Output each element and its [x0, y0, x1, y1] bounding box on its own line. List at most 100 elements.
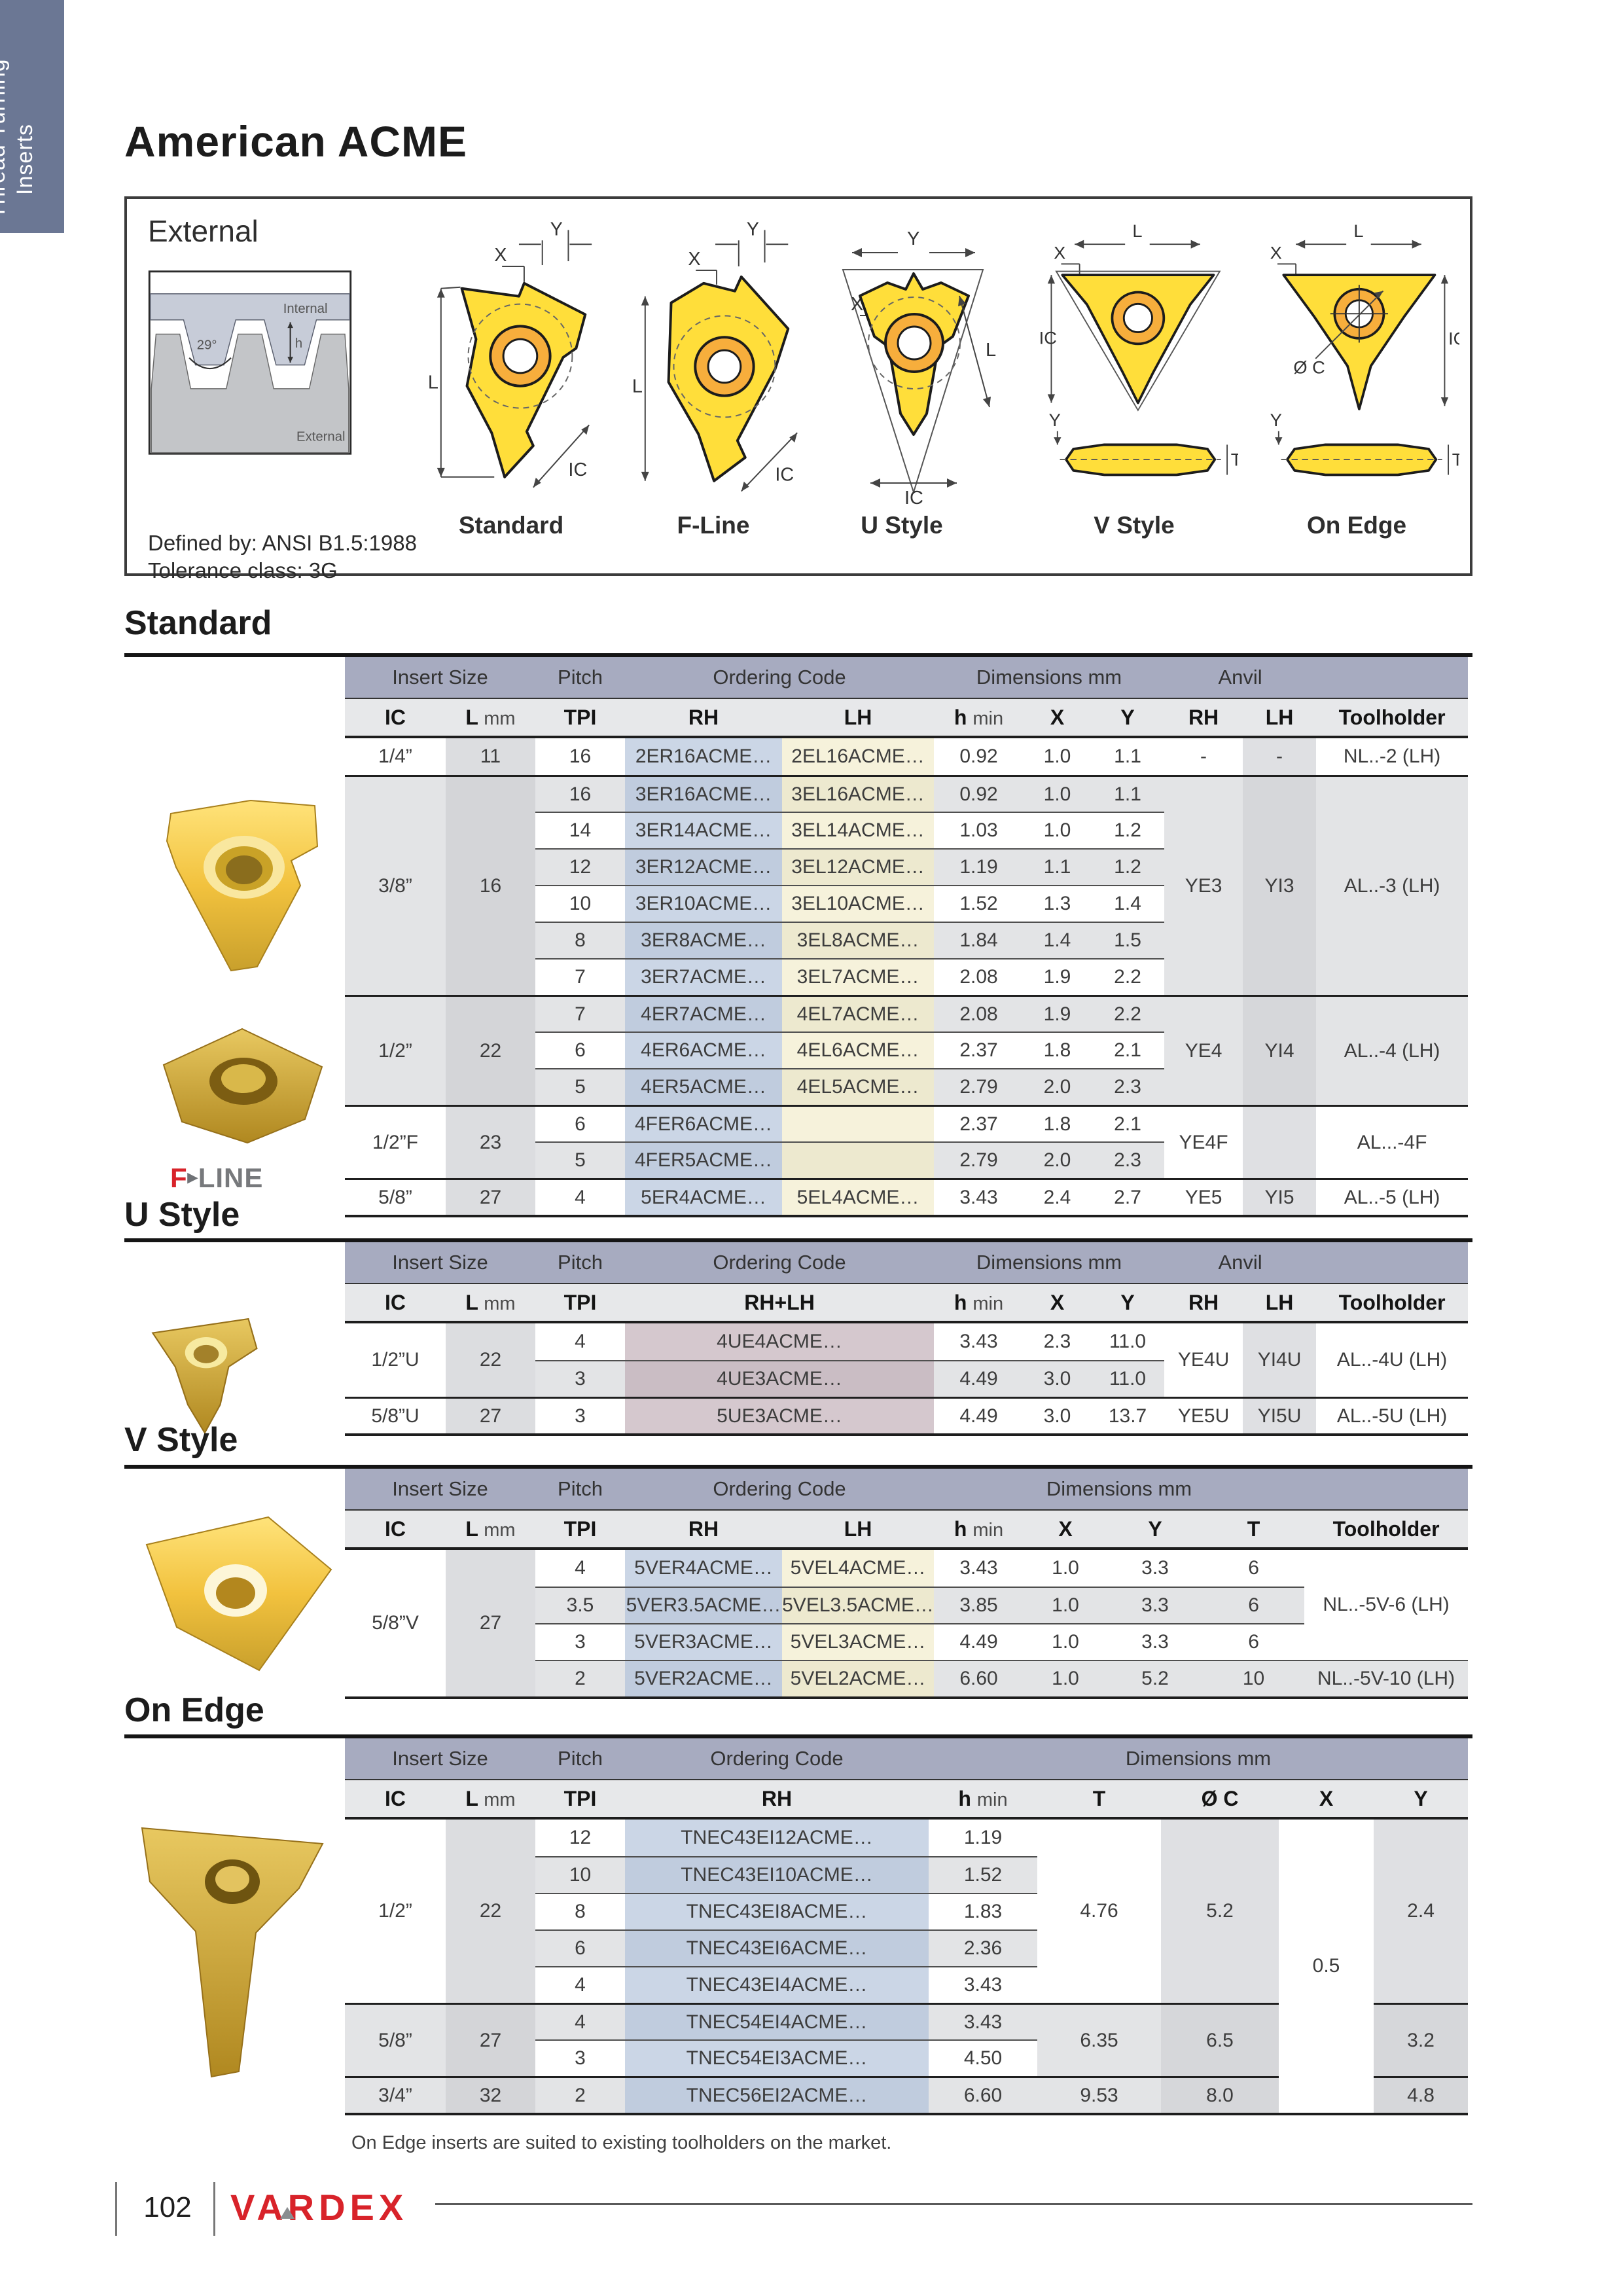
th-dimensions: Dimensions mm: [934, 1242, 1165, 1284]
th-t: T: [1203, 1511, 1305, 1550]
td-l: 27: [446, 2003, 536, 2076]
td-rh: TNEC43EI6ACME…: [625, 1929, 929, 1966]
td-y: 1.1: [1091, 775, 1165, 812]
defined-by: Defined by: ANSI B1.5:1988: [148, 531, 417, 555]
td-anvil-rh: YE5U: [1164, 1397, 1243, 1433]
dim-x: X: [1054, 243, 1065, 263]
table-row: 12 3ER12ACME… 3EL12ACME… 1.19 1.1 1.2: [345, 848, 1468, 885]
ustyle-heading: U Style: [124, 1196, 240, 1234]
td-l: 11: [446, 738, 536, 775]
td-y: 2.3: [1091, 1141, 1165, 1178]
td-ic: 1/2”U: [345, 1323, 446, 1397]
th-lmm: L mm: [446, 699, 536, 738]
td-tpi: 4: [535, 1178, 626, 1215]
th-ordering-code: Ordering Code: [625, 657, 935, 699]
td-y: 3.3: [1107, 1623, 1204, 1660]
td-tpi: 10: [535, 885, 626, 922]
td-rh: 2ER16ACME…: [625, 738, 783, 775]
tolerance-class: Tolerance class: 3G: [148, 558, 338, 583]
th-ic: IC: [345, 1511, 446, 1550]
td-ic: 3/4”: [345, 2076, 446, 2113]
variant-label-vstyle: V Style: [1094, 512, 1175, 539]
th-ordering-code: Ordering Code: [625, 1469, 935, 1511]
td-y: 1.4: [1091, 885, 1165, 922]
td-l: 27: [446, 1397, 536, 1433]
td-tpi: 8: [535, 1893, 626, 1929]
td-h: 3.85: [934, 1587, 1024, 1623]
table-row: 1/2” 22 7 4ER7ACME… 4EL7ACME… 2.08 1.9 2.2 YE…: [345, 995, 1469, 1105]
td-rh: TNEC43EI8ACME…: [625, 1893, 929, 1929]
footer-divider: [213, 2182, 215, 2236]
ustyle-drawing: Y X L IC: [842, 228, 996, 505]
td-tpi: 5: [535, 1141, 626, 1178]
td-x: 1.3: [1024, 885, 1092, 922]
td-l: 22: [446, 995, 536, 1105]
td-h: 1.03: [934, 812, 1024, 848]
td-h: 1.52: [929, 1856, 1038, 1893]
dim-l: L: [986, 340, 996, 361]
td-h: 1.19: [929, 1820, 1038, 1856]
dim-y: Y: [907, 228, 919, 249]
td-lh: [782, 1141, 935, 1178]
td-h: 2.08: [934, 958, 1024, 995]
td-rh: TNEC56EI2ACME…: [625, 2076, 929, 2113]
td-toolholder: AL..-4 (LH): [1316, 995, 1469, 1105]
td-rh: 5VER3.5ACME…: [625, 1587, 783, 1623]
td-y: 2.1: [1091, 1105, 1165, 1141]
th-y: Y: [1091, 1284, 1165, 1323]
td-y: 3.3: [1107, 1587, 1204, 1623]
td-lh: 5VEL2ACME…: [782, 1660, 935, 1696]
th-anvil: Anvil: [1164, 1242, 1317, 1284]
dim-y: Y: [1049, 410, 1061, 430]
ustyle-insert-photo: [151, 1318, 258, 1435]
td-lh: 3EL16ACME…: [782, 775, 935, 812]
td-x: 1.1: [1024, 848, 1092, 885]
td-y: 11.0: [1091, 1323, 1165, 1360]
table-row: 6 4ER6ACME… 4EL6ACME… 2.37 1.8 2.1: [345, 1031, 1468, 1068]
td-tpi: 6: [535, 1105, 626, 1141]
td-y: 1.2: [1091, 848, 1165, 885]
th-anvil-lh: LH: [1243, 1284, 1317, 1323]
dim-ic: IC: [1448, 328, 1459, 348]
td-h: 0.92: [934, 738, 1024, 775]
td-rh: 3ER14ACME…: [625, 812, 783, 848]
standard-drawing: Y X L IC: [428, 219, 592, 488]
td-h: 4.49: [934, 1623, 1024, 1660]
sidebar-tab-thread-turning-inserts: Thread Turning Inserts: [0, 0, 64, 233]
vstyle-insert-photo: [145, 1516, 332, 1672]
table-row: 3 TNEC54EI3ACME… 4.50: [345, 2039, 1468, 2076]
td-anvil-lh: [1243, 1105, 1317, 1178]
td-h: 2.79: [934, 1068, 1024, 1105]
td-t: 4.76: [1037, 1820, 1162, 2003]
td-tpi: 14: [535, 812, 626, 848]
td-tpi: 4: [535, 1550, 626, 1587]
td-x: 1.9: [1024, 995, 1092, 1031]
td-t: 6.35: [1037, 2003, 1162, 2076]
td-anvil-lh: YI5U: [1243, 1397, 1317, 1433]
th-ordering-code: Ordering Code: [625, 1738, 929, 1780]
td-tpi: 12: [535, 848, 626, 885]
td-lh: 2EL16ACME…: [782, 738, 935, 775]
variant-label-onedge: On Edge: [1306, 512, 1407, 539]
th-hmin: h min: [934, 699, 1024, 738]
td-anvil-lh: YI4: [1243, 995, 1317, 1105]
td-tpi: 3: [535, 2039, 626, 2076]
td-h: 4.49: [934, 1397, 1024, 1433]
td-y: 3.2: [1374, 2003, 1469, 2076]
td-h: 1.84: [934, 922, 1024, 958]
fline-logo-arrow-icon: ▸: [187, 1166, 198, 1188]
td-lh: 3EL10ACME…: [782, 885, 935, 922]
group-header-row: Insert Size Pitch Ordering Code Dimensio…: [345, 1242, 1469, 1284]
td-lh: 5VEL3ACME…: [782, 1623, 935, 1660]
td-t: 6: [1203, 1623, 1305, 1660]
dim-ic: IC: [568, 459, 587, 480]
td-y: 3.3: [1107, 1550, 1204, 1587]
td-rh: TNEC43EI12ACME…: [625, 1820, 929, 1856]
th-rh-lh: RH+LH: [625, 1284, 935, 1323]
td-toolholder: AL..-5U (LH): [1316, 1397, 1469, 1433]
td-x: 1.8: [1024, 1105, 1092, 1141]
external-box-title: External: [148, 214, 259, 248]
td-dc: 5.2: [1161, 1820, 1279, 2003]
td-t: 6: [1203, 1550, 1305, 1587]
